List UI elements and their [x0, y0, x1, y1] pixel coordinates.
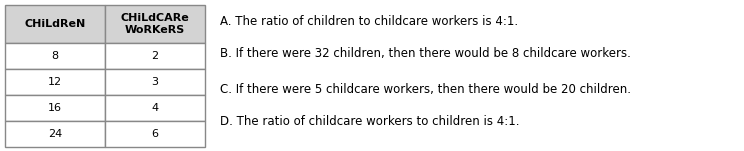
Text: D. The ratio of childcare workers to children is 4:1.: D. The ratio of childcare workers to chi…: [220, 115, 519, 128]
Text: 24: 24: [48, 129, 62, 139]
Bar: [105, 121, 205, 147]
Bar: [5, 5, 105, 43]
Bar: [105, 5, 205, 43]
Bar: [105, 43, 205, 69]
Text: 2: 2: [152, 51, 158, 61]
Text: A. The ratio of children to childcare workers is 4:1.: A. The ratio of children to childcare wo…: [220, 15, 518, 28]
Text: 4: 4: [152, 103, 158, 113]
Bar: [105, 69, 205, 95]
Bar: [5, 121, 105, 147]
Text: 16: 16: [48, 103, 62, 113]
Text: B. If there were 32 children, then there would be 8 childcare workers.: B. If there were 32 children, then there…: [220, 47, 631, 60]
Text: 12: 12: [48, 77, 62, 87]
Bar: [105, 95, 205, 121]
Bar: [5, 43, 105, 69]
Text: 3: 3: [152, 77, 158, 87]
Text: C. If there were 5 childcare workers, then there would be 20 children.: C. If there were 5 childcare workers, th…: [220, 83, 631, 96]
Bar: [5, 95, 105, 121]
Text: 6: 6: [152, 129, 158, 139]
Text: CHiLdCARe
WoRKeRS: CHiLdCARe WoRKeRS: [121, 13, 190, 35]
Text: 8: 8: [51, 51, 59, 61]
Bar: [5, 69, 105, 95]
Text: CHiLdReN: CHiLdReN: [25, 19, 86, 29]
